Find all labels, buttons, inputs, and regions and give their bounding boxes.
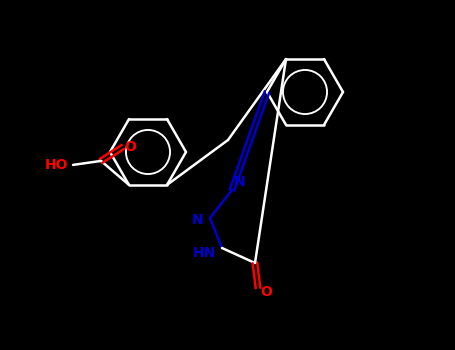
Text: O: O	[124, 140, 136, 154]
Text: N: N	[234, 175, 246, 189]
Text: HN: HN	[192, 246, 216, 260]
Text: N: N	[192, 213, 204, 227]
Text: HO: HO	[45, 158, 69, 172]
Text: O: O	[260, 285, 272, 299]
